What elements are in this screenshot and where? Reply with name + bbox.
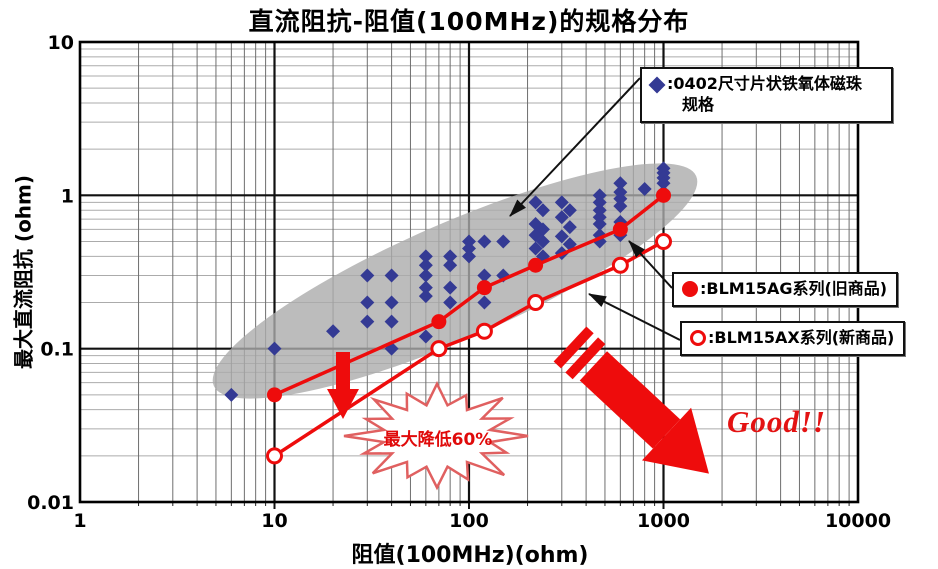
legend-blm15ag-label: :BLM15AG系列(旧商品) [700, 279, 888, 298]
blue-diamond-icon [648, 76, 666, 94]
chart-title: 直流阻抗-阻值(100MHz)的规格分布 [248, 7, 690, 36]
reduction-starburst [343, 380, 529, 491]
x-axis-label: 阻值(100MHz)(ohm) [351, 543, 589, 568]
good-label: Good!! [727, 404, 827, 439]
x-tick-label: 1000 [637, 510, 690, 532]
x-tick-label: 1 [73, 510, 86, 532]
red-open-circle-icon [690, 330, 706, 346]
red-filled-circle-icon [682, 281, 698, 297]
spec-highlight-ellipse [212, 163, 698, 399]
y-tick-labels: 10 1 0.1 0.01 [27, 32, 74, 514]
series-ferrite-spec-points [224, 161, 671, 402]
y-tick-label: 0.1 [40, 339, 74, 361]
legend-blm15ax: :BLM15AX系列(新商品) [680, 321, 906, 356]
series-blm15ax-markers [266, 232, 672, 465]
reduction-arrow-icon [327, 352, 359, 419]
x-tick-labels: 1 10 100 1000 10000 [73, 510, 891, 532]
legend-blm15ax-label: :BLM15AX系列(新商品) [708, 328, 895, 347]
x-tick-label: 10000 [825, 510, 891, 532]
reduction-callout-label: 最大降低60% [383, 430, 493, 450]
legend-blm15ag: :BLM15AG系列(旧商品) [672, 272, 899, 307]
x-tick-label: 10 [261, 510, 287, 532]
series-blm15ag-line [267, 187, 671, 403]
y-tick-label: 0.01 [27, 492, 74, 514]
legend-ferrite-spec: :0402尺寸片状铁氧体磁珠 规格 [640, 67, 893, 123]
legend-ferrite-spec-label: :0402尺寸片状铁氧体磁珠 规格 [667, 74, 862, 114]
x-tick-label: 100 [449, 510, 489, 532]
annotation-arrows [509, 77, 681, 341]
y-tick-label: 10 [48, 32, 74, 54]
good-arrow-icon [553, 326, 709, 474]
y-tick-label: 1 [61, 185, 74, 207]
